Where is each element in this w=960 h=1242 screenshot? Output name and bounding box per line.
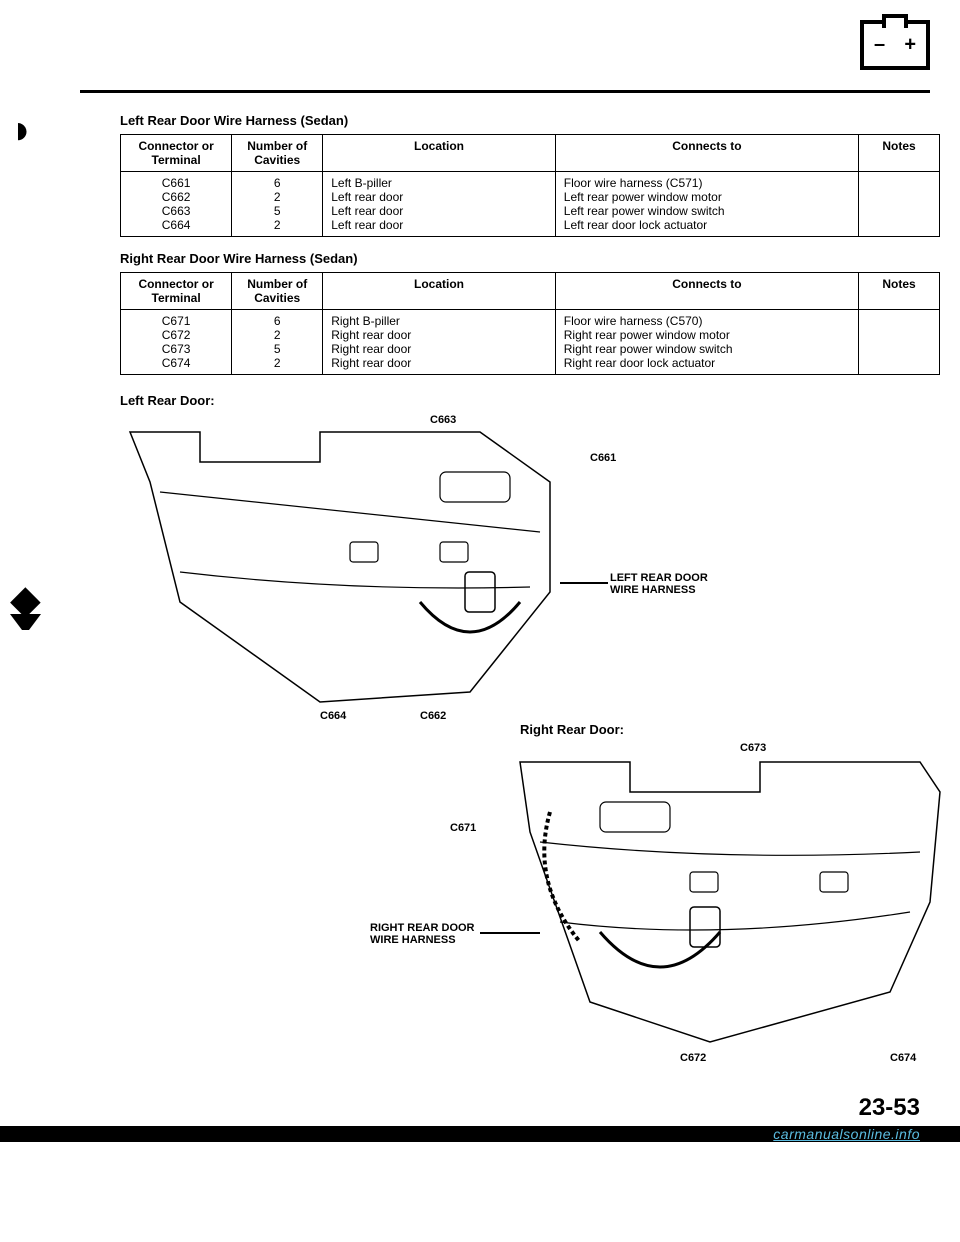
table-row: C671 C672 C673 C674 6 2 5 2 Right B-pill… (121, 310, 940, 375)
cell: Floor wire harness (C571) (564, 176, 850, 190)
cell: 6 (240, 176, 314, 190)
cell: C661 (129, 176, 223, 190)
diagram-area: C663 C661 LEFT REAR DOOR WIRE HARNESS C6… (120, 422, 930, 1122)
cell: Left rear door lock actuator (564, 218, 850, 232)
cell: C664 (129, 218, 223, 232)
col-connector: Connector or Terminal (121, 273, 232, 310)
table-row: C661 C662 C663 C664 6 2 5 2 Left B-pille… (121, 172, 940, 237)
label-left-harness: LEFT REAR DOOR WIRE HARNESS (610, 572, 708, 596)
cell: C673 (129, 342, 223, 356)
cell: Right B-piller (331, 314, 547, 328)
cell: 2 (240, 218, 314, 232)
label-c662: C662 (420, 710, 446, 722)
label-c664: C664 (320, 710, 346, 722)
page: – + ◗ ◆ Left Rear Door Wire Harness (Sed… (0, 0, 960, 1142)
cell: Left rear door (331, 218, 547, 232)
col-connects: Connects to (555, 273, 858, 310)
margin-arrow-icon: ◆ (10, 580, 41, 630)
cell: C674 (129, 356, 223, 370)
cell: Left B-piller (331, 176, 547, 190)
cell-notes (859, 310, 940, 375)
watermark-text: carmanualsonline.info (773, 1126, 920, 1142)
label-c663: C663 (430, 414, 456, 426)
table-right-rear: Connector or Terminal Number of Cavities… (120, 272, 940, 375)
cell: 2 (240, 328, 314, 342)
battery-icon: – + (860, 20, 930, 70)
col-connects: Connects to (555, 135, 858, 172)
left-door-title: Left Rear Door: (120, 393, 930, 408)
section2-title: Right Rear Door Wire Harness (Sedan) (120, 251, 930, 266)
left-door-diagram (120, 422, 600, 722)
label-c661: C661 (590, 452, 616, 464)
col-cavities: Number of Cavities (232, 135, 323, 172)
cell: Right rear door (331, 356, 547, 370)
cell-notes (859, 172, 940, 237)
cell: C672 (129, 328, 223, 342)
footer-bar: carmanualsonline.info (0, 1126, 960, 1142)
header-rule (80, 90, 930, 93)
leader-line (480, 932, 540, 934)
cell: Left rear door (331, 190, 547, 204)
label-right-harness: RIGHT REAR DOOR WIRE HARNESS (370, 922, 475, 946)
col-location: Location (323, 273, 556, 310)
cell: C662 (129, 190, 223, 204)
section1-title: Left Rear Door Wire Harness (Sedan) (120, 113, 930, 128)
cell: 2 (240, 190, 314, 204)
col-notes: Notes (859, 135, 940, 172)
label-c671: C671 (450, 822, 476, 834)
cell: C671 (129, 314, 223, 328)
cell: Left rear power window motor (564, 190, 850, 204)
cell: Right rear door (331, 328, 547, 342)
cell: Right rear power window motor (564, 328, 850, 342)
cell: 5 (240, 342, 314, 356)
table-left-rear: Connector or Terminal Number of Cavities… (120, 134, 940, 237)
minus-symbol: – (874, 34, 885, 57)
cell: Right rear power window switch (564, 342, 850, 356)
cell: 6 (240, 314, 314, 328)
right-door-diagram (460, 742, 960, 1062)
label-c673: C673 (740, 742, 766, 754)
page-number: 23-53 (859, 1094, 920, 1122)
leader-line (560, 582, 608, 584)
col-location: Location (323, 135, 556, 172)
table-header-row: Connector or Terminal Number of Cavities… (121, 135, 940, 172)
table-header-row: Connector or Terminal Number of Cavities… (121, 273, 940, 310)
cell: 2 (240, 356, 314, 370)
cell: Floor wire harness (C570) (564, 314, 850, 328)
cell: C663 (129, 204, 223, 218)
label-c672: C672 (680, 1052, 706, 1064)
cell: Right rear door (331, 342, 547, 356)
col-cavities: Number of Cavities (232, 273, 323, 310)
cell: 5 (240, 204, 314, 218)
plus-symbol: + (904, 34, 916, 57)
label-c674: C674 (890, 1052, 916, 1064)
cell: Left rear power window switch (564, 204, 850, 218)
cell: Left rear door (331, 204, 547, 218)
margin-bullet-1: ◗ (10, 110, 34, 150)
col-connector: Connector or Terminal (121, 135, 232, 172)
cell: Right rear door lock actuator (564, 356, 850, 370)
right-door-title: Right Rear Door: (520, 722, 624, 737)
col-notes: Notes (859, 273, 940, 310)
